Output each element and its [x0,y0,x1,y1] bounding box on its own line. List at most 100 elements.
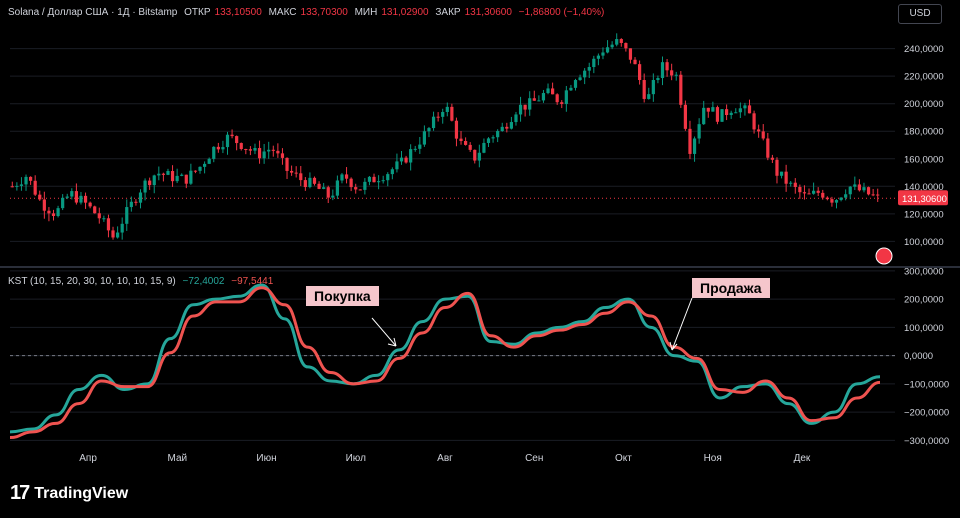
candle-body [116,232,120,238]
candle-body [866,187,871,195]
candle-body [619,39,623,43]
candle-body [409,149,413,163]
candle-body [42,199,46,211]
candle-body [65,196,69,198]
candle-body [285,157,289,171]
candle-body [697,124,701,139]
x-tick-label: Дек [794,453,811,464]
candle-body [876,194,880,196]
candle-body [10,186,14,188]
candle-body [422,131,426,145]
candle-body [431,116,436,129]
candle-body [468,144,472,150]
candle-body [166,171,170,175]
candle-body [303,180,307,188]
candle-body [747,105,752,114]
candle-body [802,192,807,194]
candle-body [381,180,385,182]
x-tick-label: Июн [256,453,276,464]
candle-body [683,104,687,129]
candle-body [19,184,24,186]
candle-body [322,187,326,189]
candle-body [189,170,193,184]
candle-body [702,107,706,125]
candle-body [830,199,834,203]
candle-body [262,151,266,159]
candle-body [679,74,683,105]
candle-body [33,180,37,195]
kst-tick-label: 100,0000 [904,323,944,334]
candle-body [665,62,669,71]
candle-body [560,102,564,104]
candle-body [793,182,797,187]
candle-body [688,128,692,154]
candle-body [821,192,825,198]
tradingview-logo-icon: 17 [10,482,30,504]
x-tick-label: Сен [525,453,543,464]
currency-button[interactable]: USD [898,4,942,24]
candle-body [61,197,65,209]
candle-body [656,78,660,81]
candle-body [454,120,459,139]
candle-body [83,195,88,203]
candle-body [848,186,852,195]
symbol-title: Solana / Доллар США · 1Д · Bitstamp [8,7,178,18]
candle-body [761,131,765,139]
candle-body [363,181,367,190]
candle-body [15,185,19,187]
candle-body [267,149,271,152]
kst-tick-label: −200,0000 [904,408,949,419]
candle-body [862,187,866,191]
candle-body [464,141,468,145]
candle-body [578,77,582,81]
candle-body [853,184,857,187]
candle-body [102,218,106,220]
high-value: 133,70300 [300,7,348,18]
chart-header: Solana / Доллар США · 1Д · Bitstamp ОТКР… [8,7,608,18]
candle-body [157,173,161,176]
candle-body [523,104,527,110]
kst-tick-label: 200,0000 [904,295,944,306]
candle-body [628,48,633,60]
candle-body [436,116,440,118]
candle-body [244,149,248,151]
candle-body [70,191,74,197]
candle-body [358,189,362,191]
candle-body [427,128,431,132]
candle-body [184,174,188,184]
candle-body [276,150,280,154]
x-tick-label: Авг [437,453,453,464]
candle-body [633,59,637,65]
candle-body [766,138,770,158]
candle-body [615,39,619,45]
candle-body [692,138,697,154]
last-price-label: 131,30600 [902,194,947,205]
candle-body [720,109,724,122]
candle-body [377,181,381,183]
candle-body [326,187,330,198]
candle-body [367,176,372,182]
candle-body [175,175,179,182]
x-tick-label: Апр [79,453,97,464]
candle-body [496,131,500,138]
price-tick-label: 220,0000 [904,72,944,83]
candle-body [569,87,573,91]
candle-body [514,114,518,123]
candle-body [729,112,733,116]
candle-body [344,174,349,179]
candle-body [509,122,513,129]
candle-body [180,174,184,176]
sell-arrow [671,297,693,351]
open-label: ОТКР [184,7,211,18]
candle-body [221,147,225,150]
candle-body [477,152,481,161]
kst-tick-label: 300,0000 [904,266,944,277]
close-value: 131,30600 [464,7,512,18]
candle-body [605,47,610,53]
price-tick-label: 140,0000 [904,182,944,193]
candle-body [541,93,546,101]
candle-body [779,171,784,176]
candle-body [770,157,774,160]
tradingview-logo[interactable]: 17 TradingView [10,482,128,505]
